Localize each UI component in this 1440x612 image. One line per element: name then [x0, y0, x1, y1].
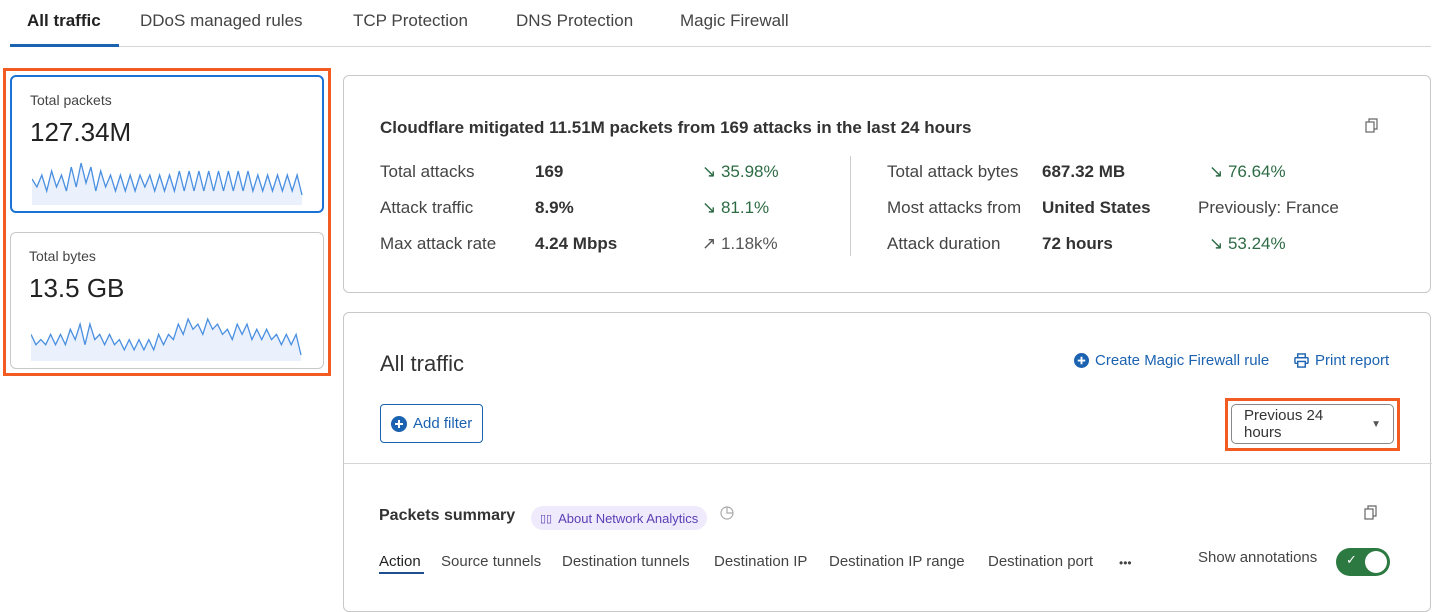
traffic-card: All traffic Create Magic Firewall rule P…: [343, 312, 1432, 612]
subtab-destination-ip[interactable]: Destination IP: [714, 553, 808, 570]
about-network-analytics-link[interactable]: ▯▯ About Network Analytics: [531, 506, 708, 530]
tab-bar: All traffic DDoS managed rules TCP Prote…: [10, 0, 1431, 47]
subtab-source-tunnels[interactable]: Source tunnels: [441, 553, 542, 570]
copy-icon[interactable]: [1364, 505, 1378, 521]
stat-change: ↘ 76.64%: [1209, 162, 1286, 181]
plus-circle-icon: [1074, 353, 1089, 368]
show-annotations-toggle[interactable]: ✓: [1336, 548, 1390, 576]
stat-label: Total attack bytes: [887, 162, 1019, 181]
metric-label: Total packets: [30, 92, 112, 108]
active-subtab-indicator: [379, 572, 424, 574]
plus-circle-icon: [391, 415, 407, 432]
stat-previous: Previously: France: [1198, 198, 1339, 217]
highlight-box: [1225, 398, 1400, 451]
clock-icon[interactable]: [720, 506, 734, 520]
stat-label: Total attacks: [380, 162, 475, 181]
highlight-box: [3, 68, 331, 376]
sparkline-line: [32, 162, 303, 196]
tab-magic-firewall[interactable]: Magic Firewall: [680, 11, 789, 30]
stat-label: Attack duration: [887, 234, 1001, 253]
tab-dns-protection[interactable]: DNS Protection: [516, 11, 634, 30]
subtab-destination-tunnels[interactable]: Destination tunnels: [562, 553, 690, 570]
stat-change: ↘ 81.1%: [702, 198, 770, 217]
metric-value: 13.5 GB: [29, 273, 125, 303]
packets-summary-title: Packets summary: [379, 507, 516, 524]
metric-card-total-bytes[interactable]: Total bytes 13.5 GB: [10, 232, 324, 369]
printer-icon: [1294, 353, 1309, 368]
book-icon: ▯▯: [540, 512, 553, 525]
sparkline-line: [31, 317, 302, 356]
tab-tcp-protection[interactable]: TCP Protection: [353, 11, 468, 30]
active-tab-indicator: [10, 44, 119, 47]
time-range-select[interactable]: Previous 24 hours ▼: [1231, 404, 1394, 444]
stat-value: 72 hours: [1042, 234, 1113, 253]
sparkline-chart: [32, 162, 303, 205]
stat-change: ↘ 53.24%: [1209, 234, 1286, 253]
divider: [850, 156, 851, 256]
subtab-destination-port[interactable]: Destination port: [988, 553, 1094, 570]
create-rule-label: Create Magic Firewall rule: [1095, 352, 1270, 369]
stat-change: ↘ 35.98%: [702, 162, 779, 181]
create-firewall-rule-link[interactable]: Create Magic Firewall rule: [1074, 352, 1269, 369]
print-label: Print report: [1315, 352, 1390, 369]
metric-value: 127.34M: [30, 117, 132, 147]
divider: [344, 463, 1432, 464]
stat-value: 4.24 Mbps: [535, 234, 618, 253]
metric-label: Total bytes: [29, 248, 96, 264]
check-icon: ✓: [1346, 552, 1357, 567]
stat-value: 8.9%: [535, 198, 574, 217]
add-filter-button[interactable]: Add filter: [380, 404, 484, 443]
stat-label: Attack traffic: [380, 198, 474, 217]
metric-card-total-packets[interactable]: Total packets 127.34M: [10, 75, 324, 213]
tab-ddos-managed-rules[interactable]: DDoS managed rules: [140, 11, 303, 30]
add-filter-label: Add filter: [413, 415, 473, 432]
section-title: All traffic: [380, 351, 464, 376]
about-label: About Network Analytics: [558, 510, 699, 526]
summary-headline: Cloudflare mitigated 11.51M packets from…: [380, 118, 972, 137]
stat-label: Most attacks from: [887, 198, 1022, 217]
subtab-destination-ip-range[interactable]: Destination IP range: [829, 553, 965, 570]
stat-label: Max attack rate: [380, 234, 497, 253]
sparkline-chart: [31, 317, 302, 361]
print-report-link[interactable]: Print report: [1294, 352, 1389, 369]
stat-value: 169: [535, 162, 564, 181]
show-annotations-label: Show annotations: [1198, 549, 1318, 566]
attack-summary-card: Cloudflare mitigated 11.51M packets from…: [343, 75, 1431, 293]
copy-icon[interactable]: [1365, 118, 1379, 134]
stat-change: ↗ 1.18k%: [702, 234, 778, 253]
time-range-value: Previous 24 hours: [1244, 407, 1324, 441]
subtab-action[interactable]: Action: [379, 553, 421, 570]
caret-down-icon: ▼: [1371, 418, 1381, 430]
stat-value: United States: [1042, 198, 1151, 217]
more-icon[interactable]: •••: [1119, 556, 1132, 570]
stat-value: 687.32 MB: [1042, 162, 1126, 181]
tab-all-traffic[interactable]: All traffic: [27, 11, 101, 30]
